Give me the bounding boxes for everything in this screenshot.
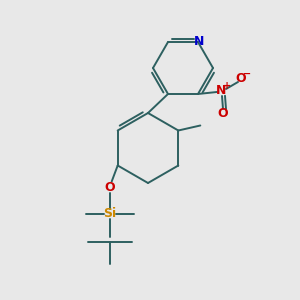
Text: O: O: [236, 73, 246, 85]
Text: O: O: [218, 107, 228, 121]
Text: N: N: [194, 34, 204, 47]
Text: −: −: [243, 69, 251, 79]
Text: O: O: [104, 181, 115, 194]
Text: N: N: [216, 85, 226, 98]
Text: Si: Si: [103, 207, 116, 220]
Text: +: +: [223, 81, 231, 91]
